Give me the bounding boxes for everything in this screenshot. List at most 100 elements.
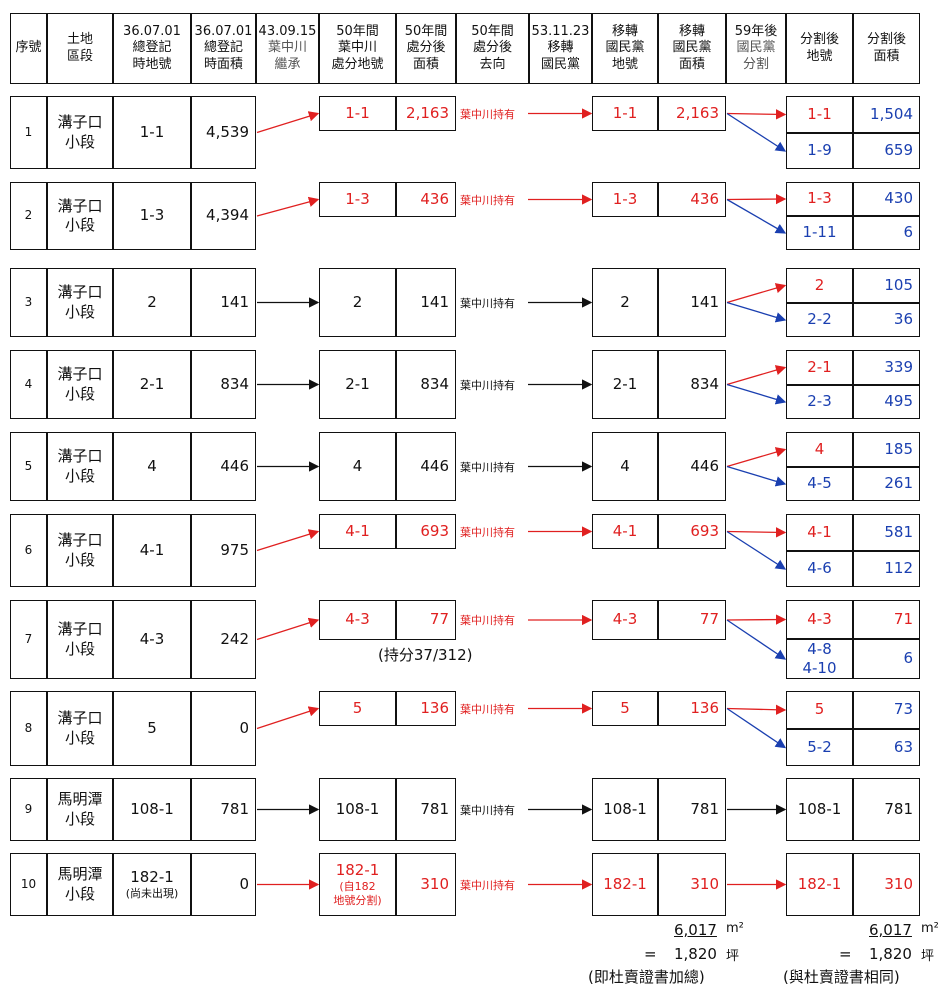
row-1-kmt-area-text: 2,163 bbox=[676, 103, 719, 122]
row-6-land-section-text: 溝子口 小段 bbox=[57, 531, 103, 569]
row-5-after-no-1-text: 4 bbox=[814, 439, 825, 458]
row-9-reg-area-text: 781 bbox=[220, 799, 249, 818]
row-1-after-area-2-text: 659 bbox=[884, 141, 913, 160]
row-9-disp-area-text: 781 bbox=[420, 799, 449, 818]
row-6-arrow-dispose bbox=[256, 529, 320, 552]
row-10-land-section-text: 馬明潭 小段 bbox=[57, 865, 103, 903]
row-9-land-section-text: 馬明潭 小段 bbox=[57, 790, 103, 828]
header-disp-dest: 50年間 處分後 去向 bbox=[456, 13, 529, 84]
row-3-after-area-1: 105 bbox=[853, 268, 920, 303]
row-2-arrow-split-1 bbox=[726, 193, 787, 205]
kmt-total-note: (即杜賣證書加總) bbox=[588, 968, 705, 986]
row-1-arrow-split-2 bbox=[726, 112, 787, 152]
row-1-arrow-split-1 bbox=[726, 109, 787, 120]
row-2-reg-no: 1-3 bbox=[113, 182, 191, 250]
row-3-seq: 3 bbox=[10, 268, 47, 337]
row-10-seq: 10 bbox=[10, 853, 47, 916]
header-inherit: 43.09.15 葉中川 繼承 bbox=[256, 13, 319, 84]
row-6-land-section: 溝子口 小段 bbox=[47, 514, 113, 587]
row-9-kmt-no-text: 108-1 bbox=[603, 799, 647, 818]
kmt-total-ping: 1,820 bbox=[674, 945, 717, 963]
header-seq-text: 序號 bbox=[15, 40, 42, 56]
header-split-text: 59年後 國民黨 分割 bbox=[734, 23, 778, 72]
row-4-reg-no: 2-1 bbox=[113, 350, 191, 419]
row-6-disp-area: 693 bbox=[396, 514, 456, 549]
row-6-arrow-split-1 bbox=[726, 527, 787, 538]
row-2-after-no-2-text: 1-11 bbox=[802, 223, 837, 242]
row-3-after-no-1: 2 bbox=[786, 268, 853, 303]
kmt-total-ping-unit: 坪 bbox=[726, 949, 740, 964]
header-disp-no-text: 50年間 葉中川 處分地號 bbox=[331, 23, 384, 72]
row-9-reg-no: 108-1 bbox=[113, 778, 191, 841]
row-8-after-no-2-text: 5-2 bbox=[807, 737, 832, 756]
row-7-arrow-split-2 bbox=[726, 619, 787, 660]
row-7-share-note: (持分37/312) bbox=[378, 646, 473, 664]
row-7-disp-area-text: 77 bbox=[429, 610, 449, 629]
row-9-seq-text: 9 bbox=[24, 801, 33, 816]
row-8-after-no-2: 5-2 bbox=[786, 729, 853, 766]
row-3-reg-area-text: 141 bbox=[220, 292, 249, 311]
row-10-after-no-1: 182-1 bbox=[786, 853, 853, 916]
row-3-disp-area-text: 141 bbox=[420, 292, 449, 311]
row-4-after-area-1: 339 bbox=[853, 350, 920, 385]
row-5-kmt-no-text: 4 bbox=[620, 456, 630, 475]
after-total-eq: = bbox=[839, 945, 852, 963]
row-5-reg-no-text: 4 bbox=[147, 456, 157, 475]
header-after-no: 分割後 地號 bbox=[786, 13, 853, 84]
row-8-kmt-no-text: 5 bbox=[620, 698, 630, 717]
header-reg-no: 36.07.01 總登記 時地號 bbox=[113, 13, 191, 84]
row-5-reg-no: 4 bbox=[113, 432, 191, 501]
row-7-seq-text: 7 bbox=[24, 631, 33, 646]
row-7-reg-area-text: 242 bbox=[220, 629, 249, 648]
row-7-arrow-split-1 bbox=[726, 614, 787, 625]
row-4-seq: 4 bbox=[10, 350, 47, 419]
row-2-disp-area: 436 bbox=[396, 182, 456, 217]
row-2-after-area-1-text: 430 bbox=[884, 189, 913, 208]
row-9-disp-no: 108-1 bbox=[319, 778, 396, 841]
row-9-kmt-area: 781 bbox=[658, 778, 726, 841]
row-1-arrow-dispose bbox=[256, 111, 320, 134]
row-1-land-section: 溝子口 小段 bbox=[47, 96, 113, 169]
row-2-dest: 葉中川持有 bbox=[460, 193, 515, 207]
row-7-reg-no-text: 4-3 bbox=[139, 629, 165, 648]
row-6-seq: 6 bbox=[10, 514, 47, 587]
row-6-after-area-1: 581 bbox=[853, 514, 920, 551]
header-land: 土地 區段 bbox=[47, 13, 113, 84]
row-3-after-area-2: 36 bbox=[853, 303, 920, 337]
row-2-land-section-text: 溝子口 小段 bbox=[57, 196, 103, 234]
row-9-after-no-1: 108-1 bbox=[786, 778, 853, 841]
row-3-reg-area: 141 bbox=[191, 268, 256, 337]
row-10-dest: 葉中川持有 bbox=[460, 878, 515, 892]
row-8-kmt-area-text: 136 bbox=[690, 698, 719, 717]
row-5-arrow-split-1 bbox=[726, 447, 787, 468]
row-8-after-area-2-text: 63 bbox=[893, 737, 913, 756]
row-9-after-area-1-text: 781 bbox=[884, 799, 913, 818]
row-8-land-section: 溝子口 小段 bbox=[47, 691, 113, 766]
row-6-after-no-1: 4-1 bbox=[786, 514, 853, 551]
row-2-kmt-no: 1-3 bbox=[592, 182, 658, 217]
row-7-after-no-2: 4-8 4-10 bbox=[786, 639, 853, 679]
row-2-kmt-no-text: 1-3 bbox=[612, 189, 638, 208]
row-8-after-area-1-text: 73 bbox=[893, 700, 913, 719]
row-6-kmt-no: 4-1 bbox=[592, 514, 658, 549]
row-7-land-section-text: 溝子口 小段 bbox=[57, 620, 103, 658]
row-5-after-no-2-text: 4-5 bbox=[807, 474, 832, 493]
row-5-after-area-1-text: 185 bbox=[884, 439, 913, 458]
row-8-arrow-dispose bbox=[256, 706, 320, 730]
row-4-reg-area-text: 834 bbox=[220, 374, 249, 393]
row-3-after-no-2-text: 2-2 bbox=[807, 310, 832, 329]
row-4-disp-no: 2-1 bbox=[319, 350, 396, 419]
header-kmt-date: 53.11.23 移轉 國民黨 bbox=[529, 13, 592, 84]
row-6-seq-text: 6 bbox=[24, 542, 33, 557]
row-9-after-area-1: 781 bbox=[853, 778, 920, 841]
row-4-after-area-1-text: 339 bbox=[884, 357, 913, 376]
row-10-land-section: 馬明潭 小段 bbox=[47, 853, 113, 916]
row-1-kmt-no: 1-1 bbox=[592, 96, 658, 131]
row-4-reg-no-text: 2-1 bbox=[139, 374, 165, 393]
row-10-reg-area-text: 0 bbox=[239, 874, 249, 893]
row-10-seq-text: 10 bbox=[20, 876, 37, 891]
row-6-after-no-1-text: 4-1 bbox=[807, 522, 832, 541]
row-3-kmt-no-text: 2 bbox=[620, 292, 630, 311]
row-1-after-no-1: 1-1 bbox=[786, 96, 853, 133]
